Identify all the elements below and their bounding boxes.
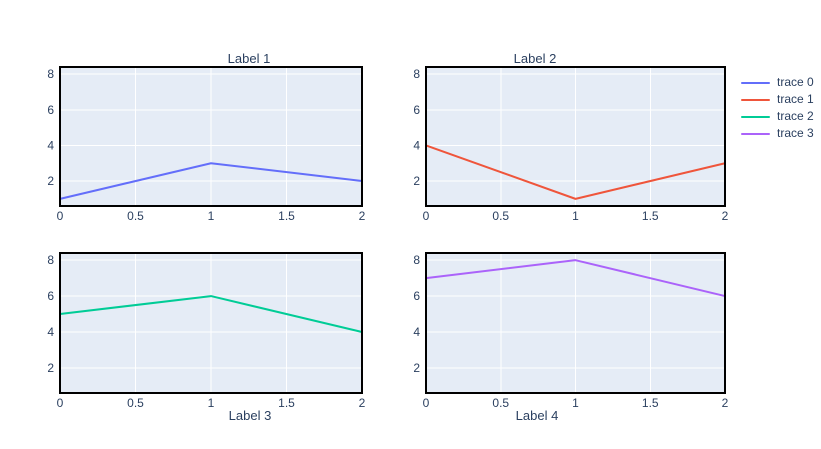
y-tick-label: 8 [47, 67, 54, 81]
y-tick-label: 8 [413, 253, 420, 267]
trace-3-line[interactable] [425, 259, 726, 298]
y-tick-label: 4 [47, 138, 54, 152]
y-tick-label: 8 [413, 67, 420, 81]
x-tick-label: 2 [359, 209, 366, 223]
legend-label: trace 1 [777, 92, 814, 106]
trace-2-line[interactable] [59, 295, 363, 333]
subplot-4-x-axis-title: Label 4 [516, 408, 559, 423]
y-tick-label: 4 [413, 325, 420, 339]
legend-swatch [741, 115, 770, 118]
y-tick-label: 2 [47, 174, 54, 188]
y-tick-label: 6 [413, 103, 420, 117]
trace-1-line[interactable] [425, 144, 726, 200]
subplot-3-x-axis-title: Label 3 [229, 408, 272, 423]
x-tick-label: 0 [57, 396, 64, 410]
x-tick-label: 1 [572, 396, 579, 410]
x-tick-label: 0.5 [127, 396, 144, 410]
y-tick-label: 6 [47, 289, 54, 303]
y-tick-label: 6 [47, 103, 54, 117]
x-tick-label: 1 [208, 209, 215, 223]
x-tick-label: 1 [208, 396, 215, 410]
legend-item-trace-0[interactable]: trace 0 [741, 74, 814, 91]
x-tick-label: 0 [423, 209, 430, 223]
trace-0-line[interactable] [59, 162, 363, 200]
legend-label: trace 0 [777, 75, 814, 89]
legend-swatch [741, 98, 770, 101]
subplot-1-title: Label 1 [228, 51, 271, 66]
x-tick-label: 1 [572, 209, 579, 223]
legend-swatch [741, 132, 770, 135]
x-tick-label: 0.5 [492, 396, 509, 410]
y-tick-label: 8 [47, 253, 54, 267]
x-tick-label: 2 [359, 396, 366, 410]
y-tick-label: 2 [413, 361, 420, 375]
x-tick-label: 1.5 [278, 209, 295, 223]
y-tick-label: 2 [413, 174, 420, 188]
legend-item-trace-3[interactable]: trace 3 [741, 125, 814, 142]
x-tick-label: 1.5 [642, 209, 659, 223]
x-tick-label: 2 [722, 209, 729, 223]
y-tick-label: 4 [413, 138, 420, 152]
x-tick-label: 0 [423, 396, 430, 410]
y-tick-label: 4 [47, 325, 54, 339]
x-tick-label: 0.5 [492, 209, 509, 223]
plot-border [425, 252, 726, 394]
plot-border [425, 66, 726, 207]
plot-border [59, 66, 363, 207]
x-tick-label: 0.5 [127, 209, 144, 223]
legend-swatch [741, 81, 770, 84]
plot-border [59, 252, 363, 394]
x-tick-label: 1.5 [642, 396, 659, 410]
legend: trace 0 trace 1 trace 2 trace 3 [741, 74, 814, 142]
x-tick-label: 0 [57, 209, 64, 223]
subplot-2-title: Label 2 [514, 51, 557, 66]
legend-item-trace-1[interactable]: trace 1 [741, 91, 814, 108]
x-tick-label: 2 [722, 396, 729, 410]
legend-label: trace 3 [777, 126, 814, 140]
y-tick-label: 2 [47, 361, 54, 375]
legend-label: trace 2 [777, 109, 814, 123]
y-tick-label: 6 [413, 289, 420, 303]
legend-item-trace-2[interactable]: trace 2 [741, 108, 814, 125]
x-tick-label: 1.5 [278, 396, 295, 410]
